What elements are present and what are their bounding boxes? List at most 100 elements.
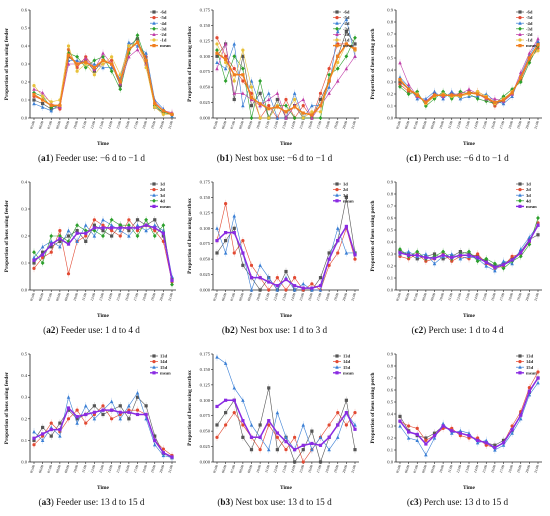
- data-point: [118, 81, 123, 86]
- data-point: [293, 97, 297, 102]
- data-point: [510, 91, 514, 95]
- data-point: [293, 284, 297, 288]
- data-point: [223, 42, 228, 46]
- data-point: [327, 435, 331, 439]
- x-tick-label: 10:00: [73, 292, 80, 301]
- series-mean: [398, 376, 540, 450]
- y-tick-label: 0.100: [200, 54, 211, 59]
- data-point: [536, 376, 540, 380]
- data-point: [284, 448, 288, 452]
- data-point: [101, 404, 105, 408]
- x-tick-label: 15:00: [116, 120, 123, 129]
- data-point: [353, 427, 357, 431]
- data-point: [75, 231, 79, 235]
- data-point: [267, 386, 271, 390]
- legend-label: 14d: [526, 359, 534, 364]
- data-point: [450, 256, 454, 260]
- data-point: [275, 448, 279, 452]
- x-tick-label: 11:00: [264, 464, 271, 473]
- data-point: [49, 242, 53, 246]
- legend-label: 3d: [160, 193, 165, 198]
- legend-marker: [335, 32, 339, 36]
- y-tick-label: 0.5: [387, 400, 393, 405]
- panel-a1: 0.0 0.1 0.2 0.3 0.4 0.5 0.6 05:00 06:00 07:00 08:0…: [0, 0, 183, 172]
- x-tick-label: 10:00: [256, 120, 263, 129]
- data-point: [241, 435, 245, 439]
- data-point: [41, 98, 45, 102]
- x-tick-label: 18:00: [325, 120, 332, 129]
- y-tick-label: 0.000: [200, 288, 211, 293]
- legend-marker: [518, 204, 522, 208]
- data-point: [232, 73, 236, 77]
- y-tick-label: 0.1: [387, 448, 393, 453]
- data-point: [66, 44, 71, 48]
- data-point: [441, 253, 445, 257]
- y-axis-title: Proportion of hens using nestbox: [187, 198, 193, 274]
- data-point: [109, 217, 114, 222]
- data-point: [536, 49, 540, 53]
- data-point: [293, 460, 297, 464]
- data-point: [327, 257, 331, 261]
- data-point: [232, 91, 237, 95]
- legend-marker: [518, 38, 522, 42]
- data-point: [344, 398, 348, 402]
- data-point: [161, 109, 165, 113]
- data-point: [458, 428, 463, 433]
- x-tick-label: 16:00: [307, 292, 314, 301]
- data-point: [258, 263, 262, 267]
- x-tick-label: 07:00: [413, 292, 420, 301]
- data-point: [258, 102, 262, 106]
- x-tick-label: 05:00: [395, 464, 402, 473]
- data-point: [441, 421, 445, 426]
- data-point: [344, 30, 348, 34]
- data-point: [75, 223, 80, 228]
- caption-a3: (a3) Feeder use: 13 d to 15 d: [38, 497, 145, 507]
- x-tick-label: 10:00: [256, 464, 263, 473]
- data-point: [101, 226, 105, 230]
- data-point: [518, 416, 523, 421]
- data-point: [135, 218, 140, 222]
- data-point: [501, 266, 506, 271]
- data-point: [476, 252, 480, 256]
- data-point: [32, 258, 36, 262]
- x-tick-label: 17:00: [133, 120, 140, 129]
- data-point: [109, 399, 114, 404]
- y-tick-label: 0.0: [21, 460, 27, 465]
- legend-marker: [335, 16, 339, 20]
- y-tick-label: 0.100: [200, 398, 211, 403]
- data-point: [484, 264, 489, 268]
- x-tick-label: 14:00: [290, 120, 297, 129]
- legend-label: -3d: [526, 26, 533, 31]
- legend-label: 3d: [343, 193, 348, 198]
- data-point: [58, 421, 62, 425]
- data-point: [66, 234, 71, 238]
- data-point: [258, 116, 262, 120]
- x-tick-label: 15:00: [299, 292, 306, 301]
- x-tick-label: 18:00: [508, 464, 515, 473]
- data-point: [301, 97, 306, 102]
- data-point: [398, 84, 402, 89]
- data-point: [75, 408, 79, 412]
- x-tick-label: 06:00: [38, 120, 45, 129]
- legend-label: 15d: [160, 365, 168, 370]
- data-point: [92, 234, 97, 238]
- data-point: [318, 104, 323, 108]
- x-tick-label: 21:00: [533, 292, 540, 301]
- data-point: [161, 112, 165, 116]
- panel-c3: 0.0 0.1 0.2 0.3 0.4 0.5 0.6 0.7 0.8 0.9 05:00 06:00…: [366, 344, 549, 516]
- data-point: [92, 58, 97, 63]
- data-point: [336, 239, 340, 243]
- data-point: [406, 82, 411, 86]
- data-point: [49, 421, 53, 425]
- data-point: [275, 431, 279, 435]
- data-point: [40, 105, 45, 109]
- data-point: [424, 252, 428, 256]
- legend-label: mean: [160, 43, 171, 48]
- data-point: [101, 217, 105, 222]
- data-point: [32, 436, 36, 440]
- data-point: [215, 66, 219, 71]
- data-point: [527, 51, 532, 55]
- data-point: [501, 98, 506, 102]
- x-tick-label: 12:00: [90, 464, 97, 473]
